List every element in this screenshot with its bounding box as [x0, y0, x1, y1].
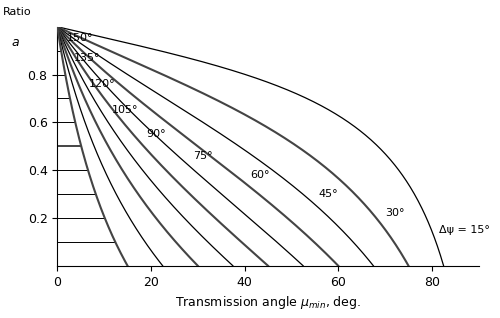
Text: $a$: $a$ [11, 36, 20, 49]
Text: 150°: 150° [68, 33, 94, 43]
Text: 30°: 30° [385, 208, 404, 218]
Text: Ratio: Ratio [2, 7, 31, 17]
Text: Δψ = 15°: Δψ = 15° [439, 225, 490, 235]
X-axis label: Transmission angle $\mu_{min}$, deg.: Transmission angle $\mu_{min}$, deg. [175, 294, 361, 311]
Text: 135°: 135° [74, 53, 101, 63]
Text: 120°: 120° [88, 79, 115, 89]
Text: 75°: 75° [193, 151, 212, 161]
Text: 105°: 105° [112, 105, 138, 115]
Text: 60°: 60° [250, 169, 270, 180]
Text: 90°: 90° [146, 129, 166, 139]
Text: 45°: 45° [318, 189, 338, 199]
